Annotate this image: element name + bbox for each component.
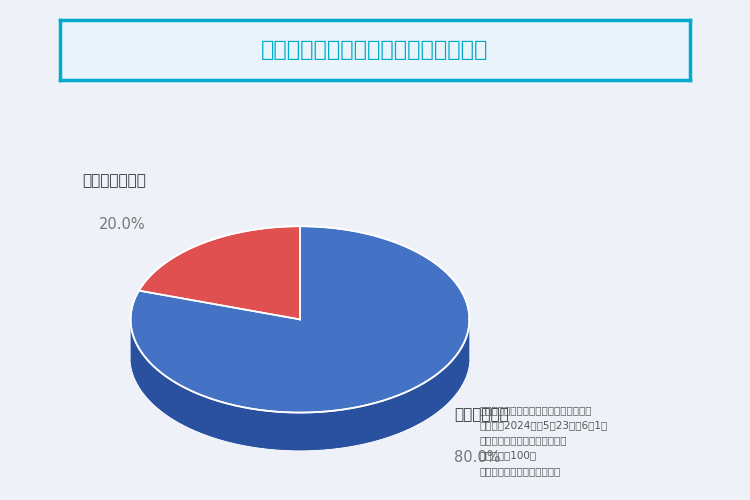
Polygon shape xyxy=(139,226,300,320)
Text: 20.0%: 20.0% xyxy=(99,216,146,232)
Polygon shape xyxy=(130,357,470,450)
Text: 満足していない: 満足していない xyxy=(82,174,146,188)
Text: ドバイのホテルに満足していますか？: ドバイのホテルに満足していますか？ xyxy=(261,40,489,60)
Polygon shape xyxy=(130,226,470,412)
Text: 80.0%: 80.0% xyxy=(454,450,501,466)
Polygon shape xyxy=(130,322,470,450)
Text: 満足している: 満足している xyxy=(454,407,509,422)
Text: 調査概要：ドバイでの生活に関する調査
調査日：2024年　5月23日〜6月1日
調査方法：インターネット調査
調査人数：100人
調査対象：ドバイ在住日本人: 調査概要：ドバイでの生活に関する調査 調査日：2024年 5月23日〜6月1日 … xyxy=(480,405,608,476)
